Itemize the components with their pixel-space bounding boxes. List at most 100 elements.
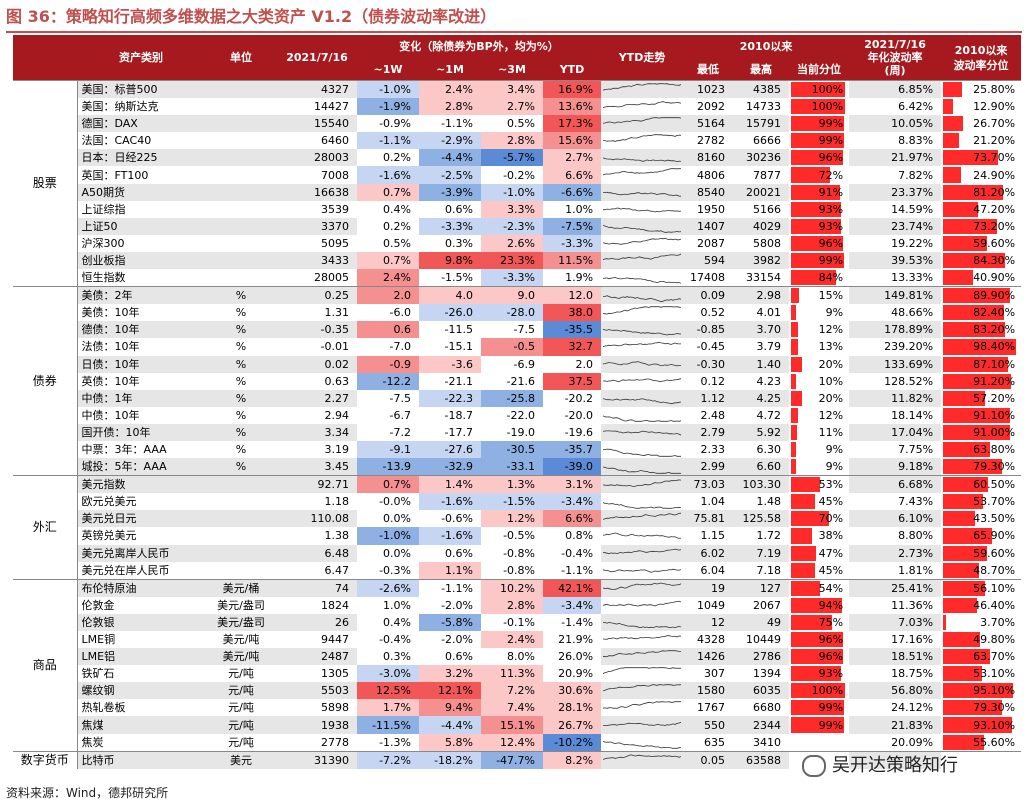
last-value: 92.71 xyxy=(277,475,357,494)
vol-percentile-value: 24.90% xyxy=(973,168,1016,182)
percentile-bar xyxy=(791,252,845,269)
change-m3: -0.8% xyxy=(481,561,543,580)
change-m3: -2.3% xyxy=(481,217,543,235)
vol-percentile-cell: 49.80% xyxy=(941,631,1021,648)
percentile-cell: 10% xyxy=(789,373,849,390)
last-value: 3.34 xyxy=(277,423,357,441)
table-row: 铁矿石 元/吨 1305 -3.0% 3.2% 11.3% 20.9% 307 1394 93% 1… xyxy=(13,665,1021,683)
ytd-sparkline xyxy=(603,667,682,674)
ytd-sparkline xyxy=(603,684,682,692)
change-ytd: -3.4% xyxy=(543,493,602,511)
asset-name: 国开债：10年 xyxy=(77,423,205,441)
change-m1: 2.4% xyxy=(419,80,481,99)
low-value: 0.09 xyxy=(683,286,734,305)
ytd-sparkline xyxy=(603,168,682,176)
low-value: 75.81 xyxy=(683,510,734,528)
vol-percentile-cell: 43.50% xyxy=(941,510,1021,527)
low-value: 2782 xyxy=(697,134,726,148)
change-w1: -13.9 xyxy=(357,458,419,476)
high-value: 3982 xyxy=(733,251,790,270)
vol-percentile-value: 56.10% xyxy=(973,581,1016,595)
percentile-bar xyxy=(791,649,843,665)
asset-name: 美国：纳斯达克 xyxy=(81,100,159,114)
high-value: 7.18 xyxy=(756,563,782,577)
ytd-trend-cell xyxy=(601,132,683,149)
annual-vol: 18.75% xyxy=(891,667,934,681)
low-value: 1049 xyxy=(697,598,726,612)
vol-percentile-value: 53.10% xyxy=(973,667,1016,681)
asset-name: 英债：10年 xyxy=(81,374,140,388)
high-value: 4.25 xyxy=(733,389,790,407)
change-ytd: 28.1% xyxy=(543,699,602,717)
table-row: 美元兑在岸人民币 6.47 -0.3% 1.1% -0.8% -1.1% 6.04 7.18 4… xyxy=(13,561,1021,580)
change-m1: -4.4% xyxy=(419,149,481,167)
vol-percentile-cell: 63.70% xyxy=(941,648,1021,665)
percentile-cell: 9% xyxy=(789,458,849,476)
last-value: 1938 xyxy=(277,716,357,734)
change-m1: -18.2% xyxy=(419,750,481,769)
percentile-bar xyxy=(791,528,812,544)
vol-percentile-value: 26.70% xyxy=(973,117,1016,131)
percentile-bar xyxy=(791,494,816,510)
percentile-value: 94% xyxy=(818,598,844,612)
percentile-bar xyxy=(791,305,796,321)
low-value: 1580 xyxy=(683,682,734,700)
vol-percentile-value: 43.50% xyxy=(973,512,1016,526)
vol-percentile-value: 3.70% xyxy=(980,615,1016,629)
high-value: 1.72 xyxy=(756,529,782,543)
percentile-value: 96% xyxy=(818,236,844,250)
annual-vol: 2.73% xyxy=(849,544,942,562)
vol-percentile-value: 84.30% xyxy=(973,253,1016,267)
vol-percentile-value: 79.30% xyxy=(973,701,1016,715)
change-w1: -7.5 xyxy=(357,389,419,407)
vol-percentile-bar xyxy=(943,339,1016,355)
low-value: 5164 xyxy=(683,115,734,133)
change-w1: -12.2 xyxy=(357,372,419,390)
vol-percentile-bar xyxy=(943,270,974,286)
ytd-sparkline xyxy=(603,328,682,336)
vol-percentile-cell: 79.30% xyxy=(941,699,1021,716)
change-ytd: 3.1% xyxy=(543,475,602,494)
vol-percentile-value: 48.70% xyxy=(973,563,1016,577)
asset-unit: 美元/吨 xyxy=(222,633,260,647)
last-value: 1.18 xyxy=(324,495,350,509)
change-m3: 7.4% xyxy=(481,699,543,717)
change-m3: 7.2% xyxy=(481,682,543,700)
percentile-cell: 11% xyxy=(789,424,849,441)
change-m1: -11.5 xyxy=(419,321,481,339)
vol-percentile-bar xyxy=(943,528,992,544)
high-value: 2.98 xyxy=(733,286,790,305)
percentile-value: 100% xyxy=(811,100,844,114)
table-row: 城投：5年：AAA% 3.45 -13.9 -32.9 -33.1 -39.0 2.99 6.… xyxy=(13,458,1021,476)
annual-vol: 11.82% xyxy=(849,389,942,407)
vol-percentile-cell: 53.70% xyxy=(941,493,1021,510)
section-label: 债券 xyxy=(13,286,78,476)
percentile-cell: 99% xyxy=(789,716,849,733)
vol-percentile-cell: 55.60% xyxy=(941,734,1021,752)
percentile-bar xyxy=(791,580,821,596)
ytd-sparkline xyxy=(603,622,682,629)
percentile-bar xyxy=(791,666,842,682)
table-row: 德国：DAX 15540 -0.9% -1.1% 0.5% 17.3% 5164 15791 9… xyxy=(13,115,1021,133)
change-ytd: 26.7% xyxy=(543,716,602,734)
ytd-trend-cell xyxy=(601,115,684,133)
vol-percentile-value: 47.20% xyxy=(973,202,1016,216)
change-m1: 0.6% xyxy=(419,648,481,666)
annual-vol: 133.69% xyxy=(849,355,942,373)
change-m3: 1.3% xyxy=(481,475,543,494)
annual-vol: 56.80% xyxy=(849,682,942,700)
change-ytd: 2.7% xyxy=(543,149,602,167)
vol-percentile-value: 63.70% xyxy=(973,650,1016,664)
percentile-value: 12% xyxy=(818,323,844,337)
annual-vol: 13.33% xyxy=(891,271,934,285)
section-label: 商品 xyxy=(13,578,78,752)
table-row: 中债：1年% 2.27 -7.5 -22.3 -25.8 -20.2 1.12 4.25 20%… xyxy=(13,389,1021,407)
asset-name: 中票：3年：AAA xyxy=(81,443,167,457)
low-value: 635 xyxy=(704,735,726,749)
change-ytd: -7.5% xyxy=(543,217,602,235)
vol-percentile-value: 91.20% xyxy=(973,374,1016,388)
ytd-trend-cell xyxy=(601,235,683,252)
change-w1: 0.2% xyxy=(357,217,419,235)
vol-percentile-cell: 79.30% xyxy=(941,458,1021,476)
percentile-cell: 96% xyxy=(789,235,849,252)
